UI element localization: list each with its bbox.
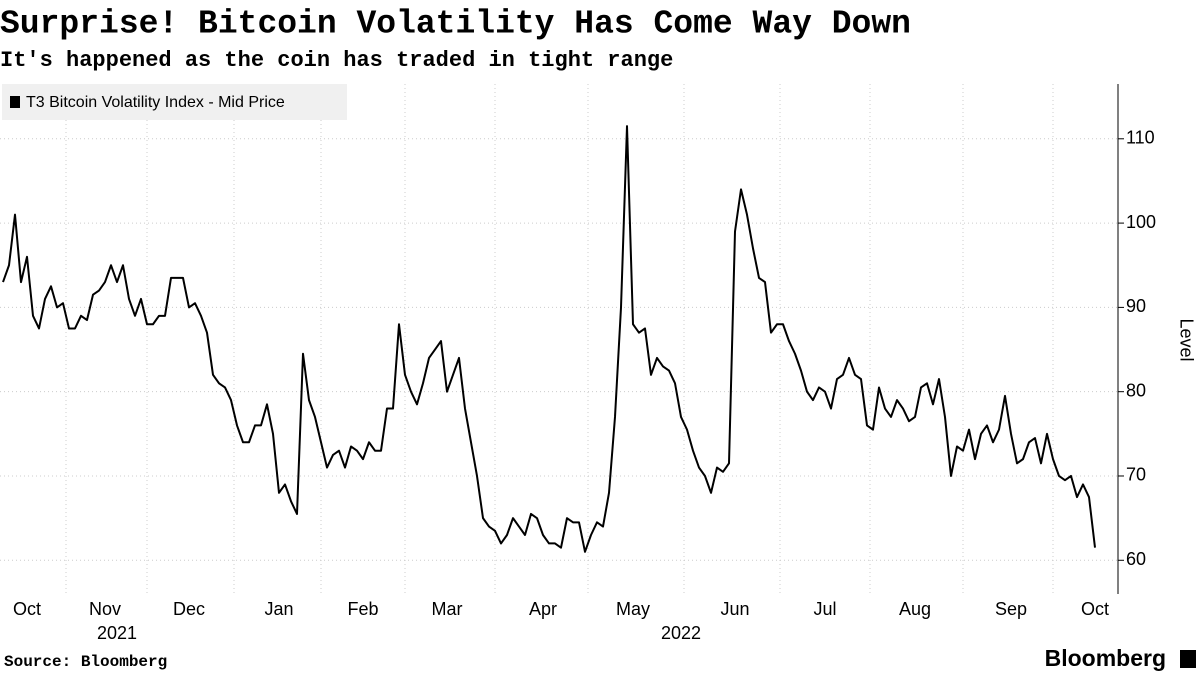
x-tick-label: Dec [173,599,205,619]
x-tick-label: Mar [432,599,463,619]
y-tick-label: 70 [1126,465,1146,485]
chart-title: Surprise! Bitcoin Volatility Has Come Wa… [0,6,911,43]
brand-icon [1180,650,1196,668]
x-tick-label: Oct [13,599,41,619]
year-label: 2021 [97,623,137,643]
brand: Bloomberg [1045,645,1166,671]
y-tick-label: 110 [1126,128,1155,148]
y-tick-label: 90 [1126,296,1146,316]
y-tick-label: 80 [1126,380,1146,400]
x-tick-label: Apr [529,599,557,619]
line [2,125,1096,553]
x-tick-label: Feb [347,599,378,619]
x-tick-label: Sep [995,599,1027,619]
y-tick-label: 60 [1126,549,1146,569]
year-label: 2022 [661,623,701,643]
x-tick-label: Nov [89,599,121,619]
legend-swatch [10,96,20,108]
x-tick-label: Oct [1081,599,1109,619]
chart-subtitle: It's happened as the coin has traded in … [0,48,673,73]
source: Source: Bloomberg [4,653,167,671]
y-axis-label: Level [1176,318,1196,361]
x-tick-label: Jun [720,599,749,619]
x-tick-label: Jan [264,599,293,619]
x-tick-label: May [616,599,650,619]
y-tick-label: 100 [1126,212,1156,232]
legend-label: T3 Bitcoin Volatility Index - Mid Price [26,94,285,111]
x-tick-label: Aug [899,599,931,619]
x-tick-label: Jul [813,599,836,619]
legend-box [2,84,347,120]
